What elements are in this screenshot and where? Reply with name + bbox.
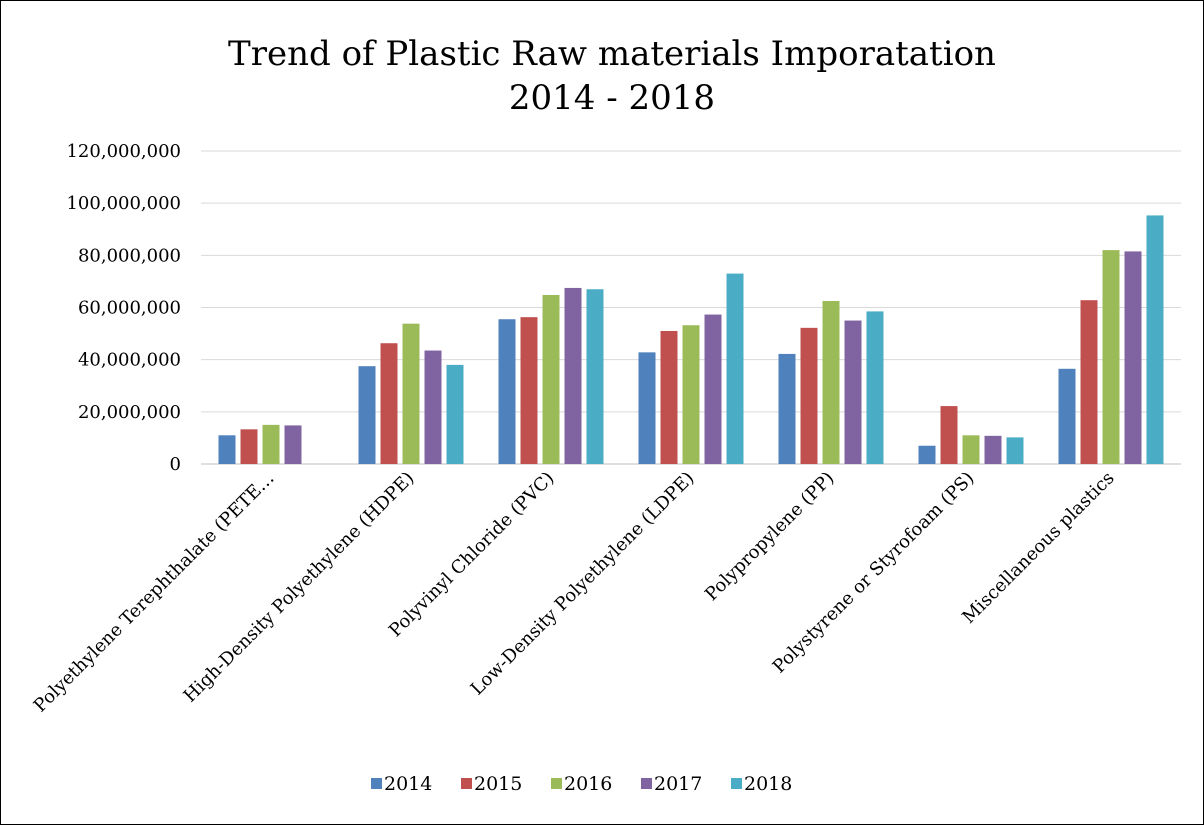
bar-2015 <box>520 317 538 464</box>
chart-title-line-2: 2014 - 2018 <box>509 78 715 118</box>
y-tick-label: 0 <box>170 454 181 475</box>
bar-2017 <box>284 425 302 464</box>
bar-2015 <box>940 406 958 464</box>
legend-label-2018: 2018 <box>744 773 792 795</box>
bar-2014 <box>1058 368 1076 464</box>
legend-label-2015: 2015 <box>474 773 522 795</box>
bar-2014 <box>358 366 376 464</box>
bar-2016 <box>1102 250 1120 464</box>
bar-2018 <box>866 311 884 464</box>
bar-2015 <box>660 330 678 464</box>
x-category-label: Polyvinyl Chloride (PVC) <box>385 468 559 642</box>
y-tick-label: 20,000,000 <box>78 402 181 423</box>
legend-label-2014: 2014 <box>384 773 432 795</box>
x-category-label: Miscellaneous plastics <box>958 468 1118 628</box>
legend-swatch-2018 <box>731 778 742 789</box>
bar-2016 <box>822 300 840 464</box>
bar-2018 <box>726 273 744 464</box>
x-category-label: High-Density Polyethylene (HDPE) <box>180 468 419 707</box>
bars <box>218 215 1164 464</box>
legend-swatch-2014 <box>371 778 382 789</box>
bar-2017 <box>704 314 722 464</box>
bar-2015 <box>800 327 818 464</box>
bar-2014 <box>918 445 936 464</box>
bar-2018 <box>1146 215 1164 464</box>
y-axis-tick-labels: 0 20,000,000 40,000,000 60,000,000 80,000,00… <box>66 141 181 475</box>
bar-2017 <box>1124 251 1142 464</box>
legend-swatch-2016 <box>551 778 562 789</box>
chart-title-line-1: Trend of Plastic Raw materials Imporatat… <box>228 34 996 74</box>
bar-2014 <box>498 319 516 464</box>
bar-2017 <box>984 435 1002 464</box>
y-tick-label: 120,000,000 <box>66 141 181 162</box>
bar-2018 <box>586 289 604 464</box>
y-tick-label: 100,000,000 <box>66 193 181 214</box>
y-tick-label: 60,000,000 <box>78 298 181 319</box>
bar-2016 <box>262 424 280 464</box>
legend: 2014 2015 2016 2017 2018 <box>371 773 792 795</box>
y-tick-label: 40,000,000 <box>78 350 181 371</box>
bar-2015 <box>1080 300 1098 464</box>
x-axis-category-labels: Polyethylene Terephthalate (PETE…High-De… <box>30 468 1119 717</box>
bar-2016 <box>682 325 700 464</box>
bar-2014 <box>778 353 796 464</box>
bar-2015 <box>380 343 398 464</box>
bar-2014 <box>218 435 236 464</box>
bar-2014 <box>638 352 656 464</box>
bar-2017 <box>844 320 862 464</box>
y-tick-label: 80,000,000 <box>78 245 181 266</box>
x-category-label: Low-Density Polyethylene (LDPE) <box>467 468 699 700</box>
legend-swatch-2017 <box>641 778 652 789</box>
x-category-label: Polypropylene (PP) <box>701 468 838 605</box>
bar-2016 <box>402 323 420 464</box>
bar-2015 <box>240 429 258 464</box>
bar-2018 <box>446 364 464 464</box>
bar-2017 <box>424 350 442 464</box>
bar-2016 <box>542 294 560 464</box>
bar-2017 <box>564 287 582 464</box>
legend-swatch-2015 <box>461 778 472 789</box>
legend-label-2017: 2017 <box>654 773 702 795</box>
chart-title: Trend of Plastic Raw materials Imporatat… <box>228 34 996 118</box>
x-category-label: Polyethylene Terephthalate (PETE… <box>30 468 279 717</box>
bar-2018 <box>1006 437 1024 464</box>
legend-label-2016: 2016 <box>564 773 612 795</box>
bar-2016 <box>962 435 980 464</box>
